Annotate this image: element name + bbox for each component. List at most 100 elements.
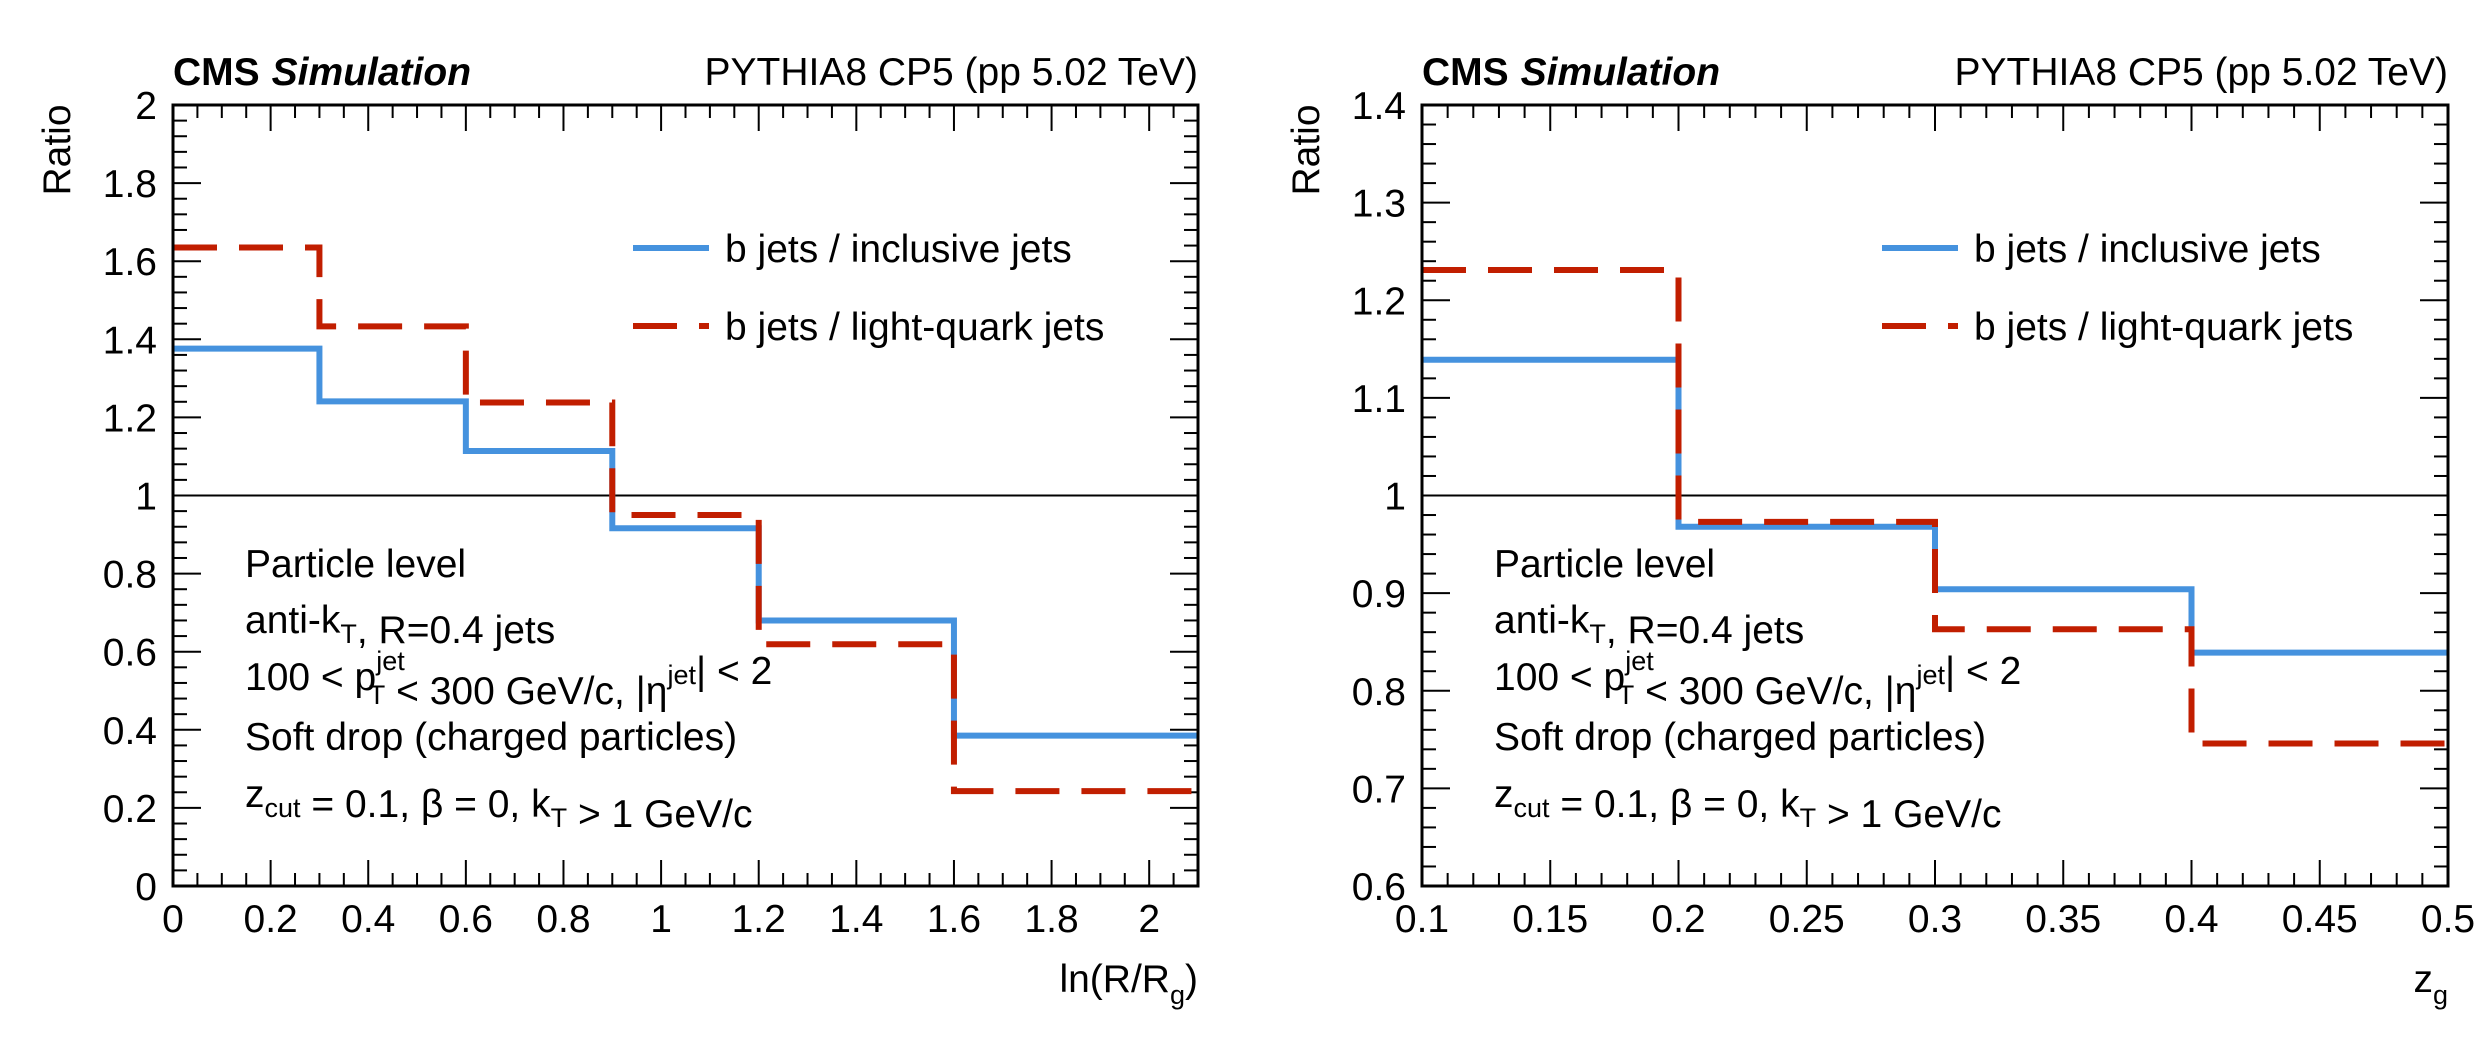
x-tick-label: 0.45: [2282, 898, 2358, 941]
annotation-superscript: jet: [1624, 646, 1654, 676]
y-tick-label: 0.4: [103, 710, 157, 753]
x-tick-label: 0.3: [1908, 898, 1962, 941]
y-tick-label: 0: [135, 866, 157, 909]
annotation-line: 100 < pjet T < 300 GeV/c, |ηjet| < 2: [245, 646, 772, 713]
annotation-line: Particle level: [245, 543, 466, 586]
annotation-text: z: [245, 773, 265, 816]
panel-left-lnR-over-Rg: 0 0.2 0.4 0.6 0.8 1 1.2 1.4 1.6 1.8 2 0 0.2 0.4 0.6 0.8…: [36, 51, 1200, 1010]
simulation-label: Simulation: [1521, 51, 1720, 94]
x-tick-label: 0.15: [1512, 898, 1588, 941]
x-axis-title: zg: [2413, 958, 2448, 1010]
y-axis-title: Ratio: [36, 104, 79, 195]
legend-label: b jets / inclusive jets: [725, 228, 1072, 271]
x-tick-label: 1.6: [927, 898, 981, 941]
annotation-subscript: T: [551, 803, 568, 833]
header-right-label: PYTHIA8 CP5 (pp 5.02 TeV): [704, 51, 1198, 94]
cms-label: CMS: [1422, 51, 1509, 94]
header-right-label: PYTHIA8 CP5 (pp 5.02 TeV): [1954, 51, 2448, 94]
annotation-text: < 300 GeV/c, |η: [1634, 670, 1916, 713]
y-tick-label: 0.6: [1352, 866, 1406, 909]
x-tick-label: 1: [650, 898, 672, 941]
x-tick-label: 0.6: [439, 898, 493, 941]
annotation-subscript: T: [1618, 680, 1635, 710]
annotation-superscript: jet: [1915, 660, 1945, 690]
y-tick-label: 0.6: [103, 632, 157, 675]
y-tick-label: 2: [135, 85, 157, 128]
experiment-label: CMS Simulation: [173, 51, 471, 94]
cms-label: CMS: [173, 51, 260, 94]
annotation-line: anti-kT, R=0.4 jets: [1494, 599, 1804, 652]
annotation-text: Particle level: [1494, 543, 1715, 586]
annotation-text: = 0.1, β = 0, k: [301, 783, 552, 826]
annotation-line: Soft drop (charged particles): [245, 716, 737, 759]
y-tick-label: 0.7: [1352, 768, 1406, 811]
x-tick-label: 0.4: [2164, 898, 2218, 941]
x-axis-title-main: ln(R/R: [1059, 958, 1170, 1001]
x-tick-label: 1.8: [1024, 898, 1078, 941]
x-tick-label: 0.8: [536, 898, 590, 941]
annotation-text: 100 < p: [1494, 656, 1625, 699]
annotation-text: | < 2: [1945, 650, 2021, 693]
x-axis-title-close: ): [1185, 958, 1198, 1001]
annotation-line: anti-kT, R=0.4 jets: [245, 599, 555, 652]
annotation-text: 100 < p: [245, 656, 376, 699]
annotation-line: Soft drop (charged particles): [1494, 716, 1986, 759]
simulation-label: Simulation: [272, 51, 471, 94]
experiment-label: CMS Simulation: [1422, 51, 1720, 94]
annotation-subscript: T: [1589, 619, 1606, 649]
annotation-text: z: [1494, 773, 1514, 816]
annotation-text: > 1 GeV/c: [567, 793, 752, 836]
y-tick-label: 0.8: [1352, 671, 1406, 714]
x-axis-title-subscript: g: [2433, 980, 2448, 1010]
y-tick-label: 1.3: [1352, 183, 1406, 226]
x-tick-label: 0.5: [2421, 898, 2475, 941]
x-tick-label: 0.25: [1769, 898, 1845, 941]
panel-right-zg: 0.1 0.15 0.2 0.25 0.3 0.35 0.4 0.45 0.5 0.6 0.7 0.8…: [1285, 51, 2475, 1010]
y-axis-title: Ratio: [1285, 104, 1328, 195]
x-tick-label: 1.4: [829, 898, 883, 941]
annotation-text: , R=0.4 jets: [357, 609, 555, 652]
annotation-text: anti-k: [1494, 599, 1590, 642]
y-tick-label: 1: [135, 476, 157, 519]
annotation-text: , R=0.4 jets: [1606, 609, 1804, 652]
legend-label: b jets / inclusive jets: [1974, 228, 2321, 271]
annotation-superscript: jet: [375, 646, 405, 676]
x-tick-label: 0.2: [1651, 898, 1705, 941]
annotation-line: zcut = 0.1, β = 0, kT > 1 GeV/c: [1494, 773, 2001, 836]
x-axis-title-main: z: [2413, 958, 2433, 1001]
legend-label: b jets / light-quark jets: [1974, 306, 2353, 349]
annotation-text: Soft drop (charged particles): [245, 716, 737, 759]
x-axis-title: ln(R/Rg): [1059, 958, 1198, 1010]
x-axis-title-subscript: g: [1170, 980, 1185, 1010]
x-tick-label: 0.1: [1395, 898, 1449, 941]
x-tick-label: 1.2: [732, 898, 786, 941]
annotation-superscript: jet: [666, 660, 696, 690]
y-tick-label: 1.6: [103, 241, 157, 284]
annotation-text: Soft drop (charged particles): [1494, 716, 1986, 759]
y-tick-label: 1.4: [103, 319, 157, 362]
annotation-subscript: cut: [1514, 793, 1551, 823]
annotation-text: = 0.1, β = 0, k: [1550, 783, 1801, 826]
series-line-b-over-light-quark: [1422, 266, 2448, 747]
y-tick-label: 0.8: [103, 554, 157, 597]
annotation-text: Particle level: [245, 543, 466, 586]
y-tick-label: 0.9: [1352, 573, 1406, 616]
x-tick-label: 0.35: [2025, 898, 2101, 941]
annotation-line: Particle level: [1494, 543, 1715, 586]
annotation-subscript: T: [1800, 803, 1817, 833]
annotation-subscript: T: [340, 619, 357, 649]
legend-label: b jets / light-quark jets: [725, 306, 1104, 349]
annotation-line: zcut = 0.1, β = 0, kT > 1 GeV/c: [245, 773, 752, 836]
annotation-text: > 1 GeV/c: [1816, 793, 2001, 836]
y-tick-label: 1.1: [1352, 378, 1406, 421]
x-tick-label: 0: [162, 898, 184, 941]
annotation-subscript: T: [369, 680, 386, 710]
plot-frame: [171, 103, 1200, 888]
y-tick-label: 1: [1384, 476, 1406, 519]
x-tick-label: 0.4: [341, 898, 395, 941]
x-tick-label: 2: [1138, 898, 1160, 941]
annotation-text: | < 2: [696, 650, 772, 693]
y-tick-label: 1.2: [103, 397, 157, 440]
y-tick-label: 1.8: [103, 163, 157, 206]
